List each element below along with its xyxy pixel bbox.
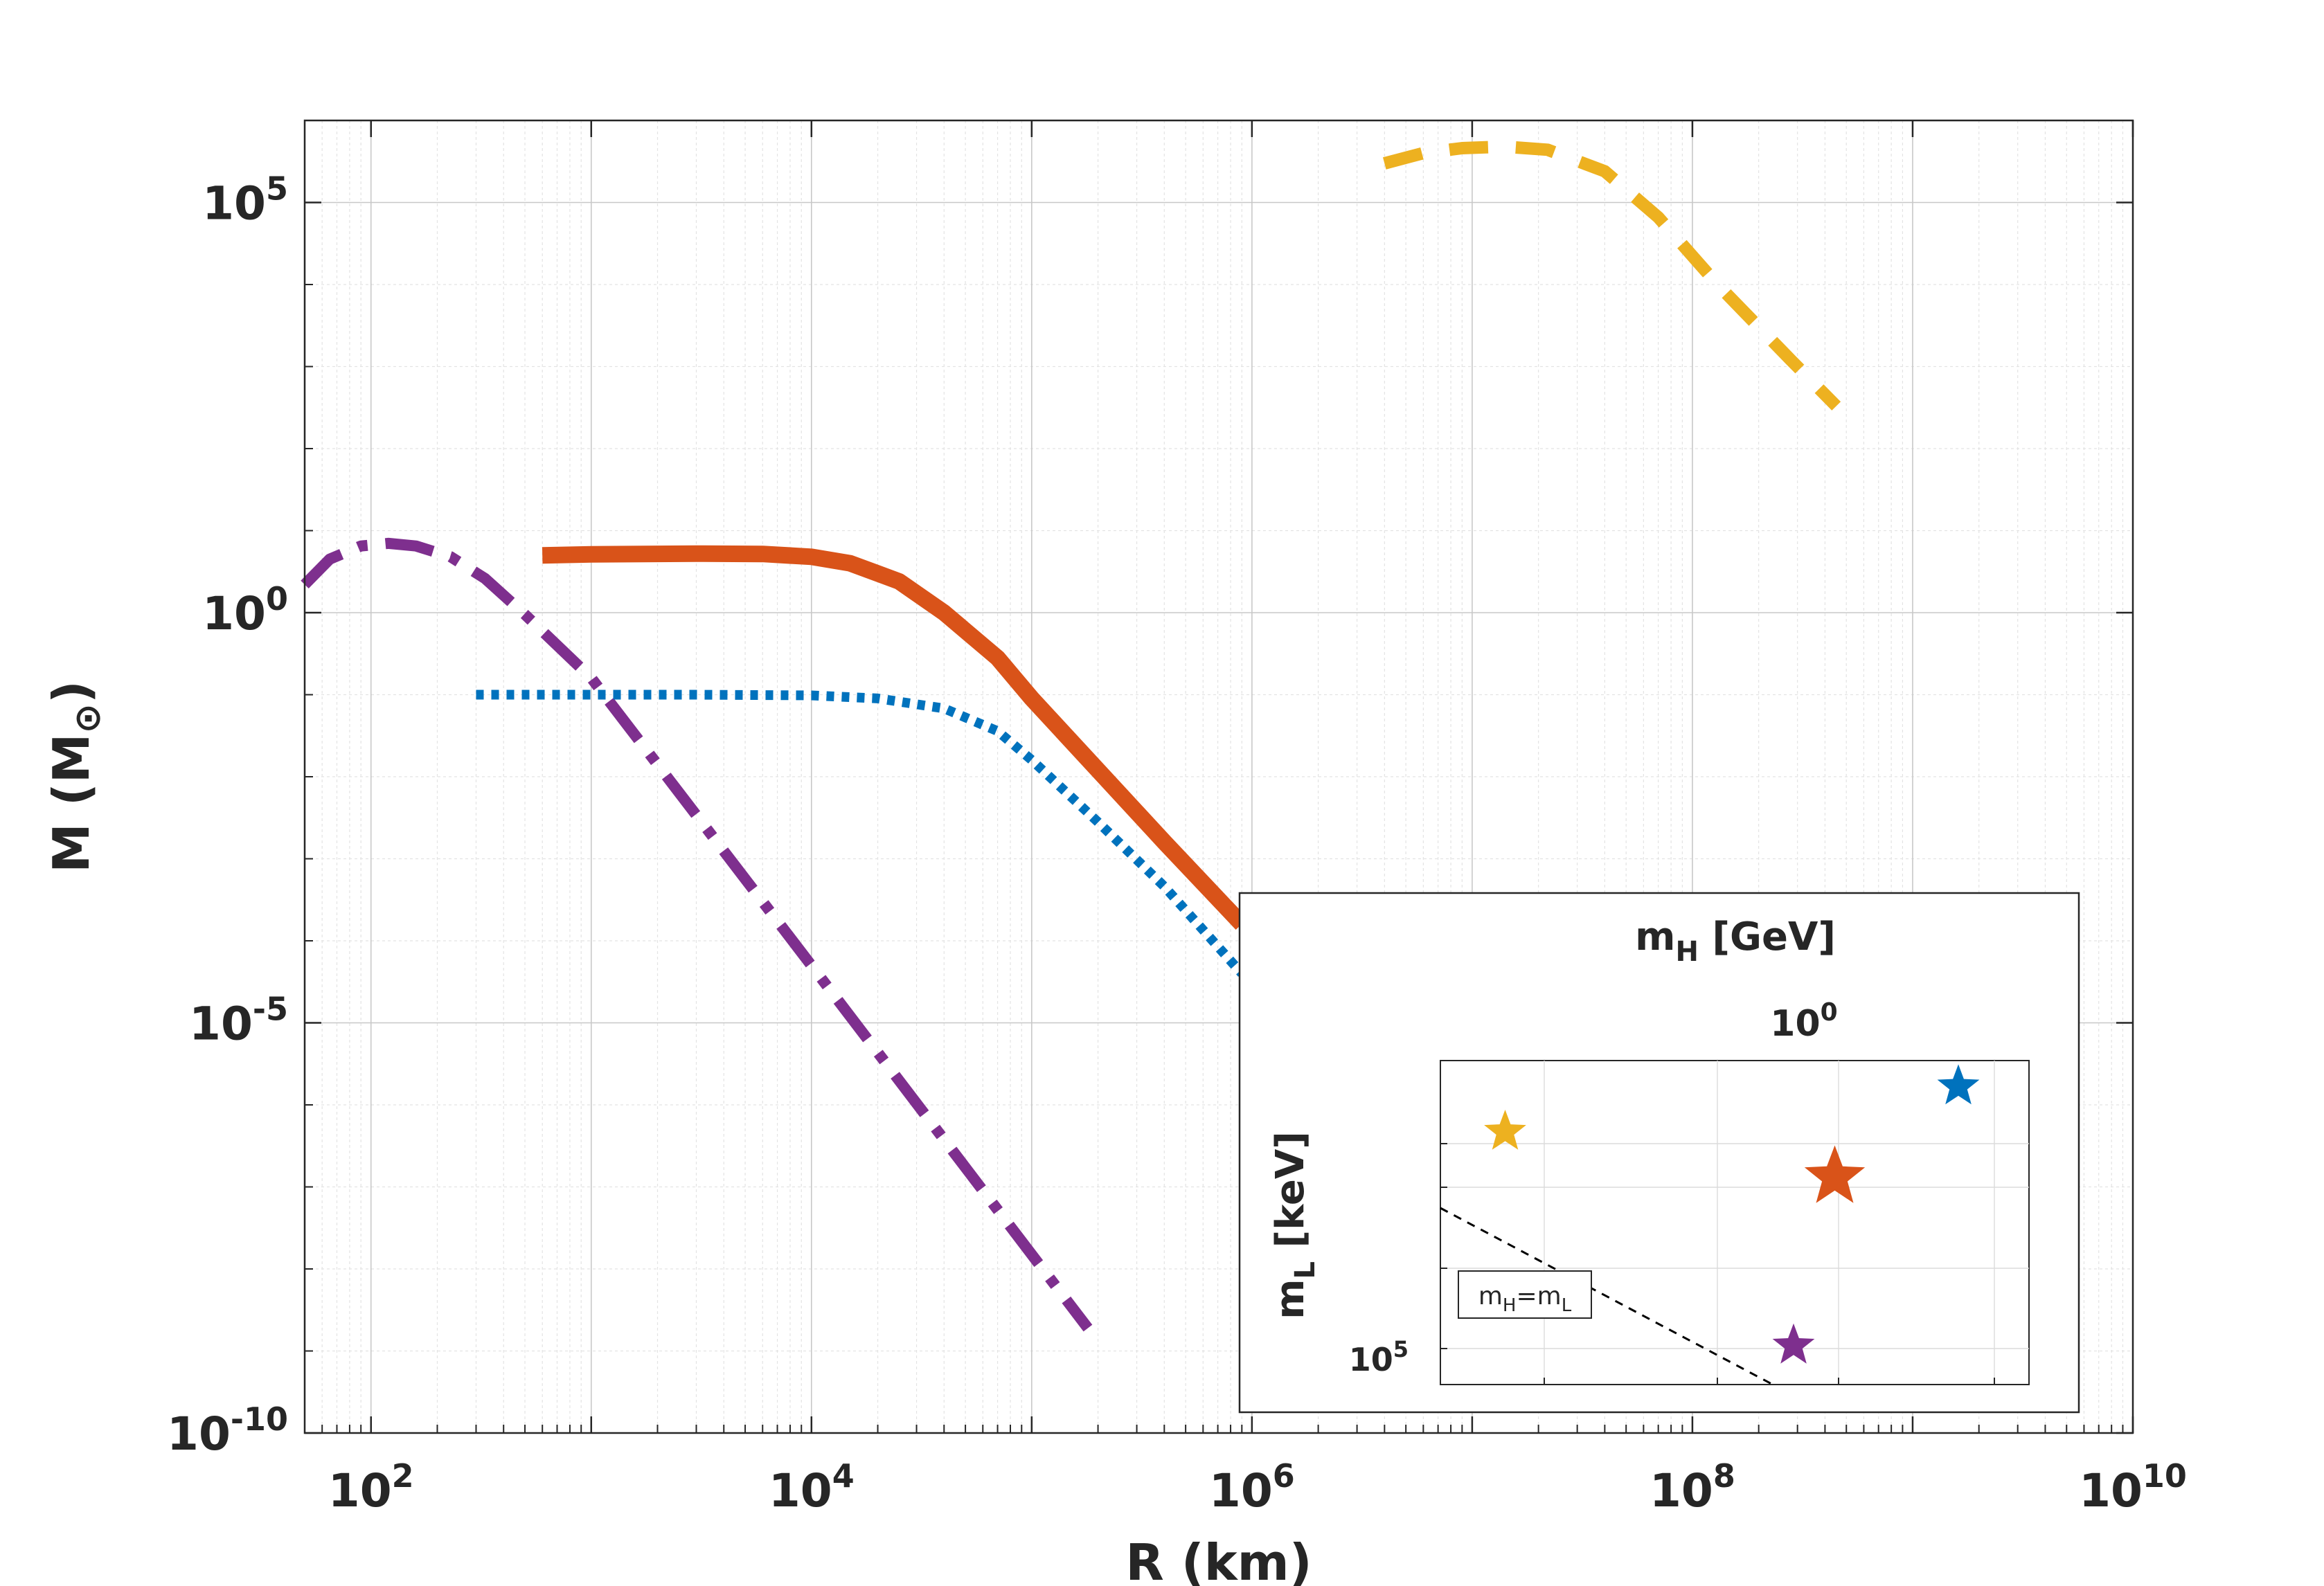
sun-symbol: ⊙ — [67, 703, 109, 734]
svg-text:mH=mL: mH=mL — [1478, 1282, 1572, 1316]
x-tick-label: 104 — [769, 1457, 855, 1517]
inset-plot-frame — [1440, 1060, 2030, 1385]
inset-title: mH [GeV] — [1635, 914, 1836, 968]
x-axis-label: R (km) — [1125, 1533, 1312, 1586]
blue-star — [1937, 1064, 1980, 1105]
inset-markers — [1484, 1064, 1980, 1364]
y-axis-label: M (M⊙) — [42, 681, 109, 873]
series-blue-dotted — [476, 690, 1246, 977]
series-layer — [301, 140, 1841, 1332]
svg-text:M (M⊙): M (M⊙) — [42, 681, 109, 873]
y-tick-label: 10-10 — [167, 1400, 288, 1461]
y-tick-label: 10-5 — [189, 991, 288, 1051]
x-tick-label: 102 — [328, 1457, 414, 1517]
y-tick-label: 100 — [202, 580, 288, 640]
x-tick-label: 108 — [1650, 1457, 1735, 1517]
y-tick-labels: 10-10 10-5 100 105 — [167, 170, 288, 1461]
y-axis-label-text: M (M — [42, 734, 100, 873]
yellow-star — [1484, 1110, 1526, 1150]
orange-star — [1804, 1145, 1866, 1203]
x-tick-label: 106 — [1209, 1457, 1295, 1517]
mh-equals-ml-line — [1440, 1207, 1773, 1386]
svg-text:mL [keV]: mL [keV] — [1268, 1131, 1321, 1319]
series-purple-dashed — [301, 537, 1093, 1332]
inset-top-tick-label: 100 — [1770, 998, 1837, 1045]
x-tick-label: 1010 — [2079, 1457, 2187, 1517]
inset-panel: mH [GeV] 100 mL [keV] 105 mH=mL — [1238, 892, 2080, 1414]
inset-axes — [1440, 1060, 2030, 1386]
axis-ticks — [304, 120, 2134, 1434]
purple-star — [1772, 1323, 1815, 1364]
y-axis-label-close: ) — [42, 681, 100, 703]
inset-y-label: mL [keV] — [1268, 1131, 1321, 1319]
inset-left-tick-label: 105 — [1349, 1336, 1409, 1378]
x-tick-labels: 102 104 106 108 1010 — [328, 1457, 2187, 1517]
series-orange-solid — [542, 545, 1249, 930]
mh-equals-ml-label: mH=mL — [1458, 1270, 1592, 1319]
y-tick-label: 105 — [202, 170, 288, 231]
